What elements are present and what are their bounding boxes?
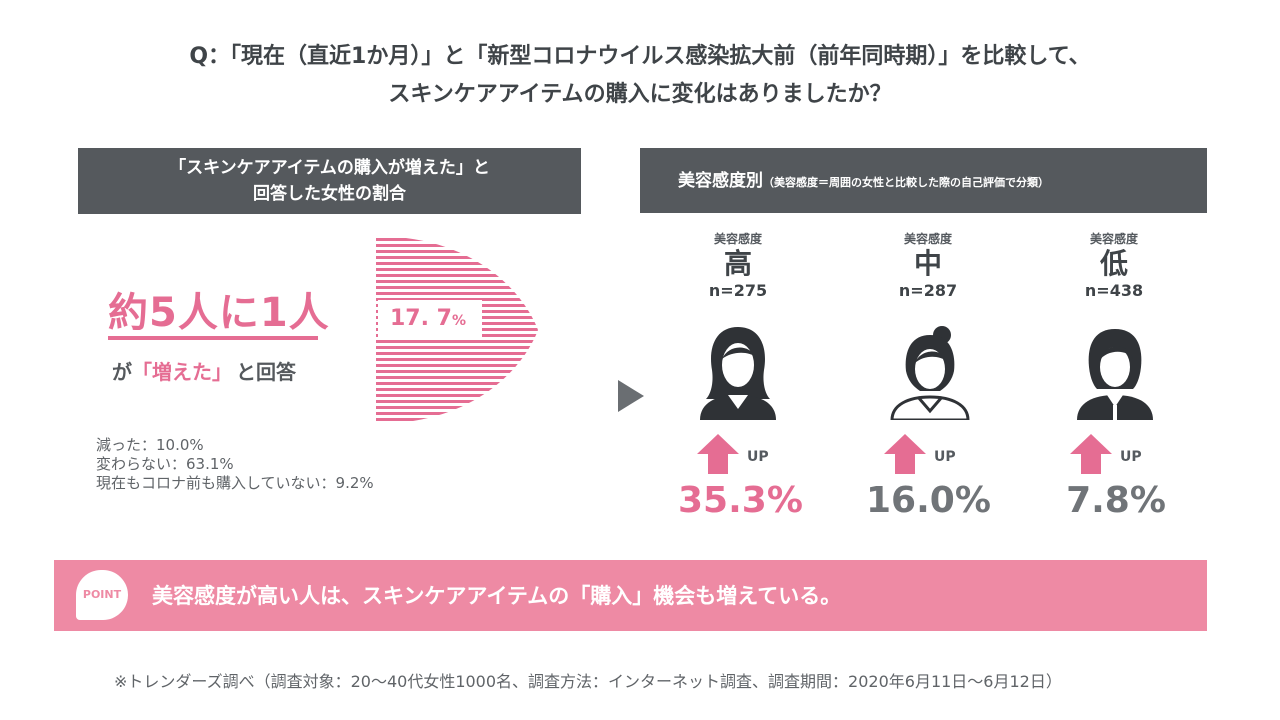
group-high: 美容感度 高 n=275: [678, 230, 798, 300]
up-arrow-mid-icon: [884, 434, 926, 474]
point-text: 美容感度が高い人は、スキンケアアイテムの「購入」機会も増えている。: [152, 584, 842, 608]
woman-bun-hair-icon: [890, 326, 970, 420]
notes: 減った：10.0% 変わらない：63.1% 現在もコロナ前も購入していない：9.…: [96, 436, 374, 493]
up-label-low: UP: [1120, 449, 1142, 465]
woman-short-hair-icon: [1077, 329, 1153, 420]
up-arrow-high-icon: [697, 434, 739, 474]
point-banner: [54, 560, 1207, 631]
footnote: ※トレンダーズ調べ（調査対象：20～40代女性1000名、調査方法：インターネッ…: [114, 672, 1062, 691]
note-decreased: 減った：10.0%: [96, 436, 204, 454]
up-arrow-low-icon: [1070, 434, 1112, 474]
note-not-purchasing: 現在もコロナ前も購入していない：9.2%: [96, 474, 374, 492]
group-mid-label: 美容感度: [903, 232, 952, 246]
value-mid: 16.0%: [866, 480, 991, 521]
group-low: 美容感度 低 n=438: [1054, 230, 1174, 300]
up-label-mid: UP: [934, 449, 956, 465]
group-mid: 美容感度 中 n=287: [868, 230, 988, 300]
right-header: 美容感度別（美容感度＝周囲の女性と比較した際の自己評価で分類）: [640, 148, 1207, 213]
right-header-main: 美容感度別: [678, 171, 763, 191]
group-mid-level: 中: [913, 247, 942, 280]
percent-value: 17. 7: [390, 306, 452, 331]
value-high: 35.3%: [678, 480, 803, 521]
group-mid-n: n=287: [898, 281, 958, 300]
headline-underline: [108, 336, 318, 340]
headline-sub: が「増えた」 と回答: [112, 356, 296, 385]
sub-prefix: が: [112, 360, 132, 384]
question-line-2: スキンケアアイテムの購入に変化はありましたか？: [388, 82, 892, 107]
woman-long-hair-icon: [700, 327, 776, 420]
left-header-line-2: 回答した女性の割合: [253, 184, 406, 204]
note-unchanged: 変わらない：63.1%: [96, 455, 234, 473]
question-line-1: Q：「現在（直近1か月）」と「新型コロナウイルス感染拡大前（前年同時期）」を比較…: [189, 44, 1091, 69]
percent-unit: %: [451, 313, 466, 329]
group-high-label: 美容感度: [713, 232, 762, 246]
up-label-high: UP: [747, 449, 769, 465]
value-low: 7.8%: [1066, 480, 1166, 521]
group-high-level: 高: [723, 247, 752, 280]
group-low-label: 美容感度: [1089, 232, 1138, 246]
group-low-level: 低: [1099, 247, 1128, 280]
left-header: 「スキンケアアイテムの購入が増えた」と 回答した女性の割合: [78, 148, 581, 214]
group-high-n: n=275: [708, 281, 768, 300]
arrow-right-icon: [618, 380, 644, 412]
headline: 約5人に1人: [108, 290, 330, 336]
sub-suffix: と回答: [236, 360, 296, 384]
right-header-sub: （美容感度＝周囲の女性と比較した際の自己評価で分類）: [763, 176, 1049, 189]
left-header-line-1: 「スキンケアアイテムの購入が増えた」と: [169, 158, 490, 178]
percent-label: 17. 7%: [390, 306, 466, 331]
sub-highlight: 「増えた」: [132, 360, 232, 384]
group-low-n: n=438: [1084, 281, 1144, 300]
percent-graphic: [376, 238, 538, 422]
point-badge: POINT: [76, 570, 128, 620]
